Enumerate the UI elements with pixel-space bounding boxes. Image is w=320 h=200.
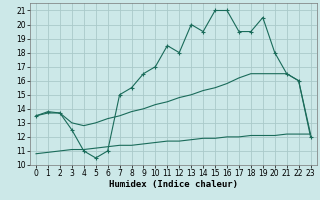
X-axis label: Humidex (Indice chaleur): Humidex (Indice chaleur) <box>109 180 238 189</box>
